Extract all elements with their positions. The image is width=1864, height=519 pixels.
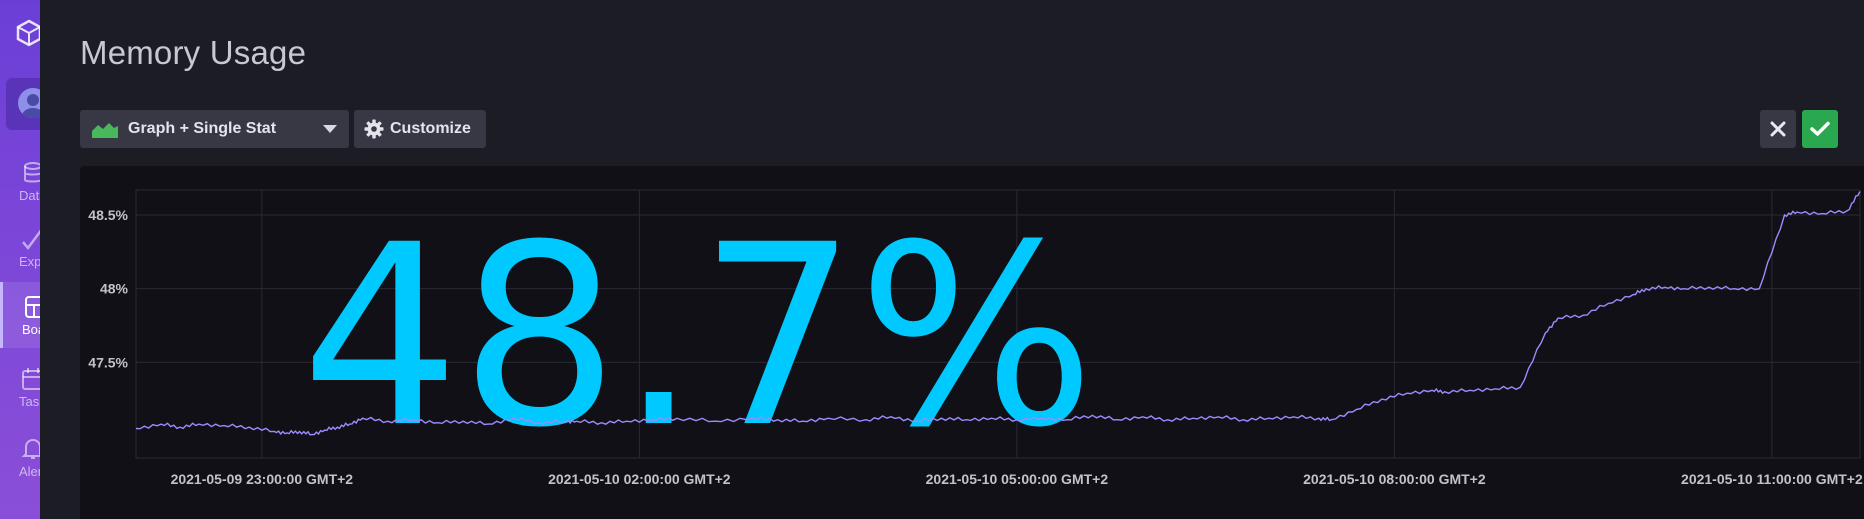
calendar-icon bbox=[22, 368, 40, 390]
sidebar-item-label: Tasks bbox=[19, 394, 40, 409]
page-title: Memory Usage bbox=[80, 34, 307, 71]
sidebar-item-label: Data bbox=[19, 188, 40, 203]
sidebar-item-explore[interactable]: Explore bbox=[0, 214, 40, 280]
cancel-button[interactable] bbox=[1760, 110, 1796, 148]
sidebar-item-alerts[interactable]: Alerts bbox=[0, 424, 40, 490]
graph-icon bbox=[92, 123, 118, 138]
x-tick-label: 2021-05-10 11:00:00 GMT+2 bbox=[1681, 471, 1863, 487]
graph-single-stat-chart: 48.7% 48.5% 48% 47.5% 2021-05-09 23:00:00 G… bbox=[88, 189, 1863, 487]
close-icon bbox=[1770, 121, 1786, 137]
sidebar-item-tasks[interactable]: Tasks bbox=[0, 354, 40, 420]
sidebar-item-label: Explore bbox=[19, 254, 40, 269]
sidebar-item-label: Alerts bbox=[19, 464, 40, 479]
gear-icon bbox=[364, 119, 384, 139]
plot-area bbox=[135, 189, 1861, 459]
x-tick-label: 2021-05-09 23:00:00 GMT+2 bbox=[171, 471, 354, 487]
y-tick-label: 47.5% bbox=[88, 354, 128, 370]
explore-icon bbox=[22, 229, 40, 251]
user-avatar[interactable] bbox=[6, 78, 40, 130]
sidebar: Data Explore Boards Tasks bbox=[0, 0, 40, 519]
database-icon bbox=[24, 162, 40, 183]
single-stat-value: 48.7% bbox=[301, 191, 1095, 482]
x-tick-label: 2021-05-10 02:00:00 GMT+2 bbox=[548, 471, 731, 487]
chevron-down-icon bbox=[323, 125, 337, 133]
avatar-icon bbox=[18, 88, 40, 118]
dashboard-icon bbox=[25, 296, 40, 318]
y-tick-label: 48.5% bbox=[88, 207, 128, 223]
bell-icon bbox=[21, 438, 40, 459]
customize-label: Customize bbox=[390, 120, 471, 137]
x-tick-label: 2021-05-10 08:00:00 GMT+2 bbox=[1303, 471, 1486, 487]
sidebar-item-data[interactable]: Data bbox=[0, 148, 40, 214]
customize-button[interactable]: Customize bbox=[354, 110, 486, 148]
sidebar-item-boards[interactable]: Boards bbox=[0, 282, 40, 348]
chart-panel: 48.7% 48.5% 48% 47.5% 2021-05-09 23:00:00 G… bbox=[80, 166, 1864, 519]
confirm-button[interactable] bbox=[1802, 110, 1838, 148]
series-line bbox=[135, 191, 1861, 436]
sidebar-item-label: Boards bbox=[22, 322, 40, 337]
checkmark-icon bbox=[1810, 121, 1830, 136]
y-tick-label: 48% bbox=[100, 281, 129, 297]
visualization-type-label: Graph + Single Stat bbox=[128, 120, 277, 137]
main-content: Memory Usage Graph + Single Stat bbox=[40, 0, 1864, 519]
visualization-type-dropdown[interactable]: Graph + Single Stat bbox=[80, 110, 349, 148]
app-logo-icon[interactable] bbox=[14, 18, 40, 48]
x-tick-label: 2021-05-10 05:00:00 GMT+2 bbox=[926, 471, 1109, 487]
